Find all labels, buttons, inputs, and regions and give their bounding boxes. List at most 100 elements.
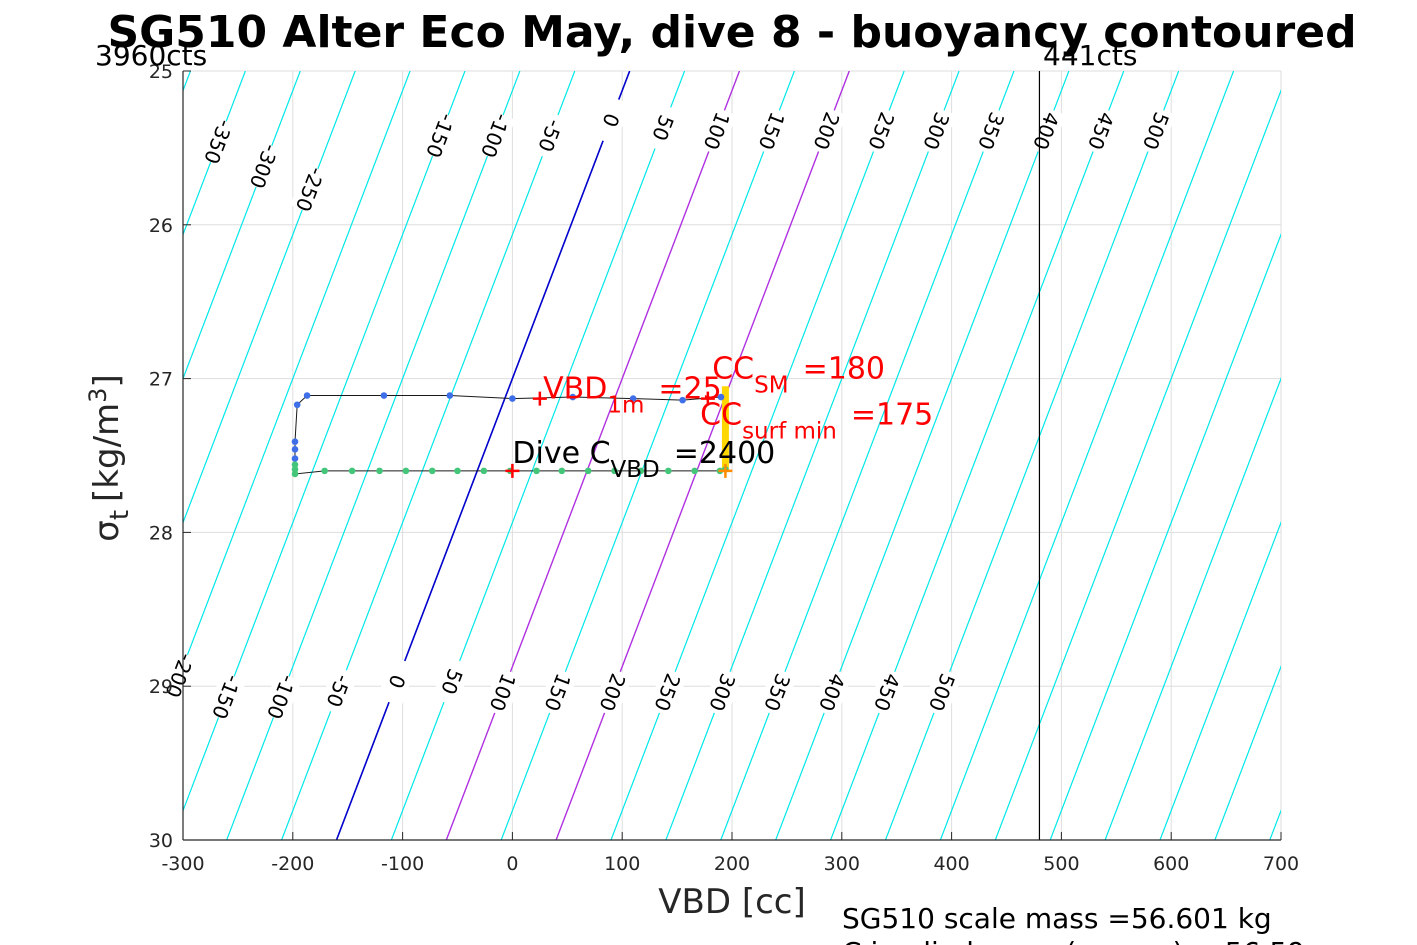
annotation-divec-base: Dive C xyxy=(512,436,610,471)
climb-point-5 xyxy=(376,467,383,475)
contour-line-9 xyxy=(183,71,411,669)
contour-label-lower-bg-7 xyxy=(537,667,578,718)
dive-point-5 xyxy=(446,392,454,399)
contour-line-27 xyxy=(1104,376,1281,840)
contour-label-upper-bg-8 xyxy=(696,105,737,157)
dive-point-6 xyxy=(380,392,388,399)
contour-label-upper-bg-5 xyxy=(530,110,571,161)
contour-line-3 xyxy=(0,71,81,840)
contour-line-2 xyxy=(0,71,26,840)
contour-label-lower-bg-14 xyxy=(921,667,962,718)
climb-point-12 xyxy=(558,467,566,475)
contour-label-lower-bg-4 xyxy=(376,656,417,707)
contour-label-upper-bg-15 xyxy=(1080,105,1121,157)
contour-line-14 xyxy=(390,71,686,840)
contour-label-lower-bg-5 xyxy=(431,656,472,707)
dive-point-1 xyxy=(679,396,686,404)
climb-point-15 xyxy=(637,467,645,475)
climb-point-9 xyxy=(480,467,488,475)
dive-point-0 xyxy=(717,393,725,401)
x-tick-label-10: 700 xyxy=(1263,853,1299,875)
marker-1 xyxy=(700,391,715,406)
annotation-vbd1m-sub: 1m xyxy=(607,393,644,419)
climb-point-4 xyxy=(348,467,356,475)
x-tick-label-9: 600 xyxy=(1153,853,1189,875)
y-tick-label-0: 25 xyxy=(149,61,173,83)
contour-label-lower-bg-0 xyxy=(159,650,200,701)
dive-point-11 xyxy=(291,455,299,462)
contour-line-12 xyxy=(281,71,576,840)
annotation-ccsm: CCSM =180 xyxy=(712,352,885,399)
contour-label-lower-bg-8 xyxy=(592,667,633,718)
marker-0 xyxy=(532,391,547,406)
climb-point-6 xyxy=(402,467,410,475)
climb-point-14 xyxy=(611,467,618,475)
climb-point-0 xyxy=(291,461,299,469)
x-tick-label-1: -200 xyxy=(271,853,314,875)
annotation-vbd1m-value: =25 xyxy=(658,372,721,407)
annotation-ccsurf: CCsurf min =175 xyxy=(700,398,933,445)
footer-line-2: C implied mass (approx) = 56.59 xyxy=(842,936,1305,945)
climb-point-1 xyxy=(291,466,299,473)
y-axis-sub: t xyxy=(105,510,135,520)
contour-label-upper-bg-1 xyxy=(243,141,284,192)
dive-point-4 xyxy=(509,395,516,402)
contour-label-upper-bg-12 xyxy=(916,105,957,157)
contour-label-lower-bg-12 xyxy=(812,667,852,718)
y-axis-label: σt [kg/m3] xyxy=(84,374,135,541)
cts-right-label: 441cts xyxy=(1043,39,1137,72)
x-tick-label-5: 200 xyxy=(714,853,750,875)
climb-point-7 xyxy=(428,467,436,475)
x-tick-label-3: 0 xyxy=(506,853,518,875)
contour-label-lower-bg-9 xyxy=(647,667,688,718)
dive-point-7 xyxy=(303,392,311,399)
contour-line-31 xyxy=(1325,71,1417,840)
chart-title: SG510 Alter Eco May, dive 8 - buoyancy c… xyxy=(107,7,1356,58)
annotation-ccsurf-sub: surf min xyxy=(742,419,837,445)
contour-label-upper-bg-9 xyxy=(751,105,792,157)
y-tick-label-2: 27 xyxy=(149,369,173,391)
dive-point-2 xyxy=(629,395,637,402)
climb-point-17 xyxy=(691,467,698,475)
x-tick-label-2: -100 xyxy=(381,853,424,875)
contour-label-upper-bg-14 xyxy=(1026,105,1066,157)
x-axis-label: VBD [cc] xyxy=(658,882,806,922)
contour-line-28 xyxy=(1159,520,1281,840)
y-axis-symbol: σ xyxy=(87,520,127,542)
annotation-divec-sub: VBD xyxy=(611,457,660,483)
dive-point-9 xyxy=(291,438,299,445)
contour-label-lower-bg-3 xyxy=(318,665,359,717)
annotation-ccsm-value: =180 xyxy=(803,352,885,387)
contour-label-upper-bg-2 xyxy=(290,164,331,215)
y-axis-unit-close: ] xyxy=(87,374,127,387)
contour-label-lower-bg-1 xyxy=(206,671,247,723)
x-tick-label-4: 100 xyxy=(604,853,640,875)
climb-point-13 xyxy=(584,467,592,475)
y-tick-label-4: 29 xyxy=(149,676,173,698)
x-tick-label-6: 300 xyxy=(824,853,860,875)
climb-point-2 xyxy=(291,470,299,478)
contour-label-upper-bg-6 xyxy=(590,95,631,146)
footer-line-1: SG510 scale mass =56.601 kg xyxy=(842,902,1272,935)
contour-label-upper-bg-16 xyxy=(1135,105,1176,157)
dive-point-3 xyxy=(569,393,577,401)
contour-label-upper-bg-7 xyxy=(642,102,683,154)
contour-line-26 xyxy=(1049,232,1281,840)
contour-label-upper-bg-4 xyxy=(475,110,516,161)
contour-label-lower-bg-2 xyxy=(261,671,302,723)
annotation-vbd1m: VBD1m =25 xyxy=(543,372,722,419)
dive-point-8 xyxy=(293,401,301,409)
contour-label-upper-bg-0 xyxy=(198,116,239,167)
climb-point-8 xyxy=(454,467,461,475)
annotation-ccsurf-value: =175 xyxy=(851,398,933,433)
x-tick-label-8: 500 xyxy=(1043,853,1079,875)
contour-line-29 xyxy=(1214,664,1281,840)
contour-line-32 xyxy=(1380,71,1417,840)
contour-label-lower-bg-10 xyxy=(702,667,743,718)
y-tick-label-1: 26 xyxy=(149,215,173,237)
contour-label-upper-bg-11 xyxy=(861,105,902,157)
climb-point-16 xyxy=(665,467,672,475)
marker-2 xyxy=(505,463,520,478)
